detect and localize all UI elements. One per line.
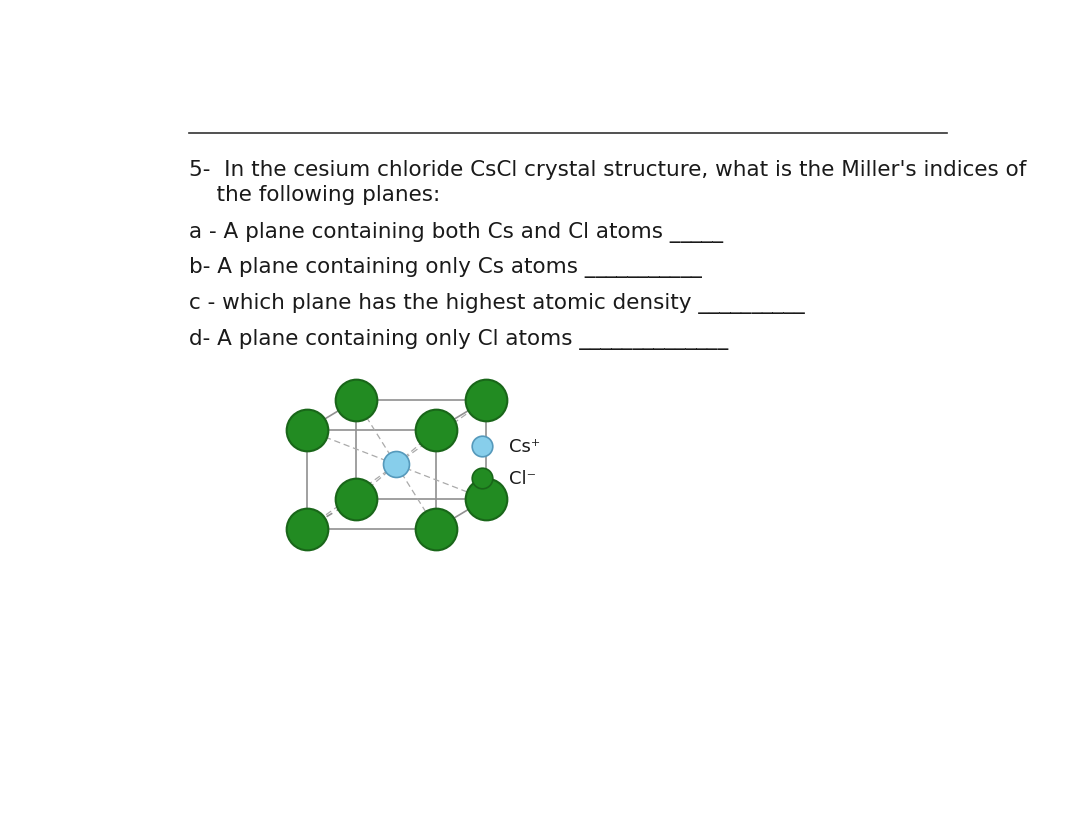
Point [298,523,315,536]
Point [477,493,495,506]
Text: d- A plane containing only Cl atoms ______________: d- A plane containing only Cl atoms ____… [189,328,729,350]
Point [428,423,445,437]
Point [477,394,495,408]
Point [348,493,365,506]
Text: Cs⁺: Cs⁺ [509,437,540,456]
Point [428,523,445,536]
Text: the following planes:: the following planes: [189,185,441,205]
Text: c - which plane has the highest atomic density __________: c - which plane has the highest atomic d… [189,293,805,313]
Point [474,471,491,485]
Text: b- A plane containing only Cs atoms ___________: b- A plane containing only Cs atoms ____… [189,257,702,278]
Text: Cl⁻: Cl⁻ [509,469,537,487]
Point [388,458,405,471]
Point [298,423,315,437]
Text: 5-  In the cesium chloride CsCl crystal structure, what is the Miller's indices : 5- In the cesium chloride CsCl crystal s… [189,160,1027,179]
Point [348,394,365,408]
Text: a - A plane containing both Cs and Cl atoms _____: a - A plane containing both Cs and Cl at… [189,222,724,242]
Point [474,440,491,453]
